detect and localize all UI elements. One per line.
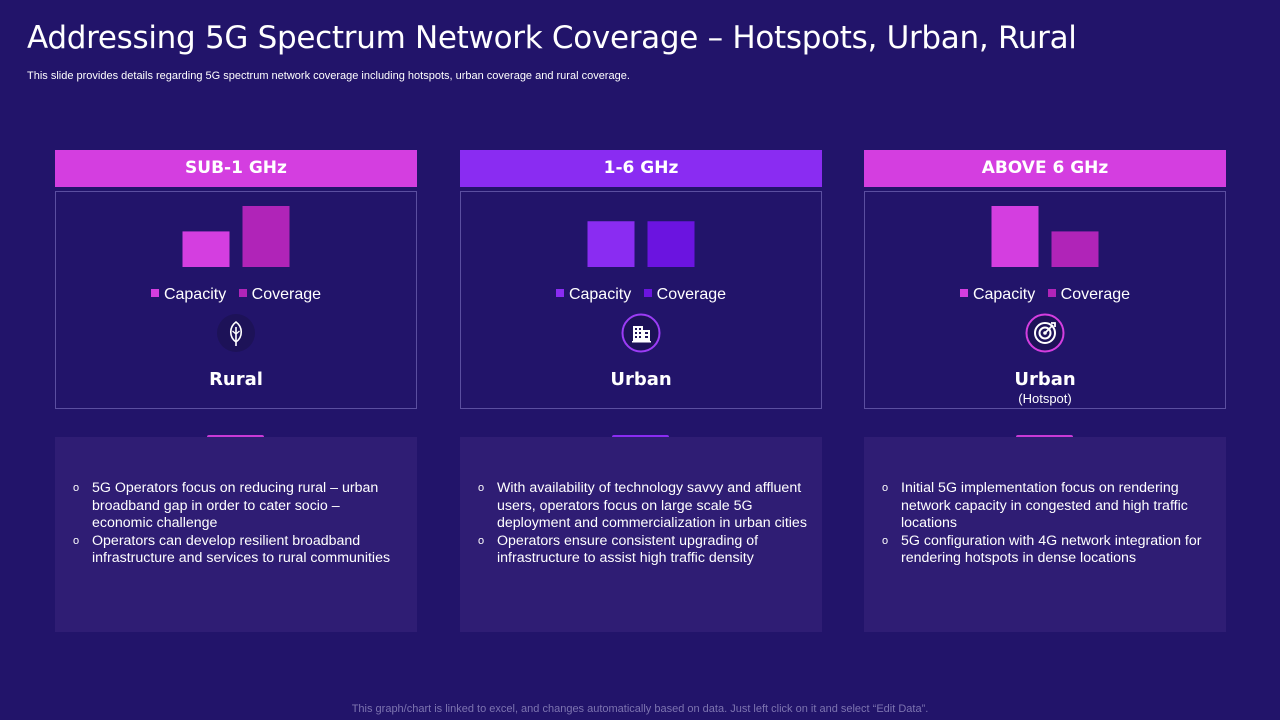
chart-legend: Capacity Coverage bbox=[865, 286, 1225, 304]
bullet-list: o With availability of technology savvy a… bbox=[460, 437, 822, 568]
bar-coverage[interactable] bbox=[647, 221, 695, 267]
page-title: Addressing 5G Spectrum Network Coverage … bbox=[27, 20, 1077, 56]
legend-item-coverage: Coverage bbox=[643, 286, 727, 304]
legend-item-coverage: Coverage bbox=[1047, 286, 1131, 304]
chart-panel: Capacity Coverage Urban (Hotspot) bbox=[864, 191, 1226, 409]
chart-panel: Capacity Coverage bbox=[460, 191, 822, 409]
bar-capacity[interactable] bbox=[587, 221, 635, 267]
chart-legend: Capacity Coverage bbox=[461, 286, 821, 304]
chart-legend: Capacity Coverage bbox=[56, 286, 416, 304]
building-icon bbox=[621, 313, 661, 353]
legend-label: Coverage bbox=[251, 286, 322, 303]
location-sublabel: (Hotspot) bbox=[1018, 391, 1072, 406]
column-sub1ghz: SUB-1 GHz Capacity Coverage Rural bbox=[55, 150, 417, 409]
chart-panel: Capacity Coverage Rural bbox=[55, 191, 417, 409]
bar-chart[interactable] bbox=[56, 192, 416, 272]
footer-note: This graph/chart is linked to excel, and… bbox=[351, 703, 929, 715]
bullet-item: o With availability of technology savvy a… bbox=[478, 480, 807, 532]
bullet-icon: o bbox=[478, 534, 485, 547]
bar-chart[interactable] bbox=[865, 192, 1225, 272]
legend-label: Coverage bbox=[1060, 286, 1131, 303]
legend-item-coverage: Coverage bbox=[238, 286, 322, 304]
legend-swatch bbox=[150, 289, 159, 297]
column-header: 1-6 GHz bbox=[460, 150, 822, 187]
legend-label: Coverage bbox=[656, 286, 727, 303]
legend-item-capacity: Capacity bbox=[959, 286, 1036, 304]
bullet-item: o Operators can develop resilient broadba… bbox=[73, 532, 391, 567]
bullet-item: o Initial 5G implementation focus on rend… bbox=[882, 480, 1188, 532]
leaf-icon bbox=[216, 313, 256, 353]
column-header: ABOVE 6 GHz bbox=[864, 150, 1226, 187]
bullet-icon: o bbox=[73, 482, 80, 494]
bullet-icon: o bbox=[478, 482, 485, 494]
legend-label: Capacity bbox=[163, 286, 227, 303]
location-label: Urban bbox=[1014, 369, 1076, 390]
location-label: Urban bbox=[610, 369, 672, 390]
description-panel-urban: o With availability of technology savvy a… bbox=[460, 437, 822, 632]
legend-item-capacity: Capacity bbox=[150, 286, 227, 304]
legend-item-capacity: Capacity bbox=[555, 286, 632, 304]
description-panel-hotspot: o Initial 5G implementation focus on rend… bbox=[864, 437, 1226, 632]
description-panel-rural: o 5G Operators focus on reducing rural – … bbox=[55, 437, 417, 632]
bullet-icon: o bbox=[882, 482, 889, 494]
bar-capacity[interactable] bbox=[182, 231, 230, 267]
bullet-list: o Initial 5G implementation focus on rend… bbox=[864, 437, 1226, 568]
bullet-item: o 5G Operators focus on reducing rural – … bbox=[73, 480, 379, 532]
bar-coverage[interactable] bbox=[242, 206, 290, 267]
bar-capacity[interactable] bbox=[991, 206, 1039, 267]
legend-swatch bbox=[238, 289, 247, 297]
legend-label: Capacity bbox=[568, 286, 632, 303]
bullet-list: o 5G Operators focus on reducing rural – … bbox=[55, 437, 417, 568]
bar-chart[interactable] bbox=[461, 192, 821, 272]
column-header: SUB-1 GHz bbox=[55, 150, 417, 187]
bullet-item: o Operators ensure consistent upgrading o… bbox=[478, 532, 759, 567]
legend-label: Capacity bbox=[972, 286, 1036, 303]
bullet-item: o 5G configuration with 4G network integr… bbox=[882, 532, 1202, 567]
column-1-6ghz: 1-6 GHz Capacity Coverage bbox=[460, 150, 822, 409]
column-above6ghz: ABOVE 6 GHz Capacity Coverage Urban (Hot… bbox=[864, 150, 1226, 409]
legend-swatch bbox=[643, 289, 652, 297]
bullet-icon: o bbox=[73, 534, 80, 547]
legend-swatch bbox=[555, 289, 564, 297]
bar-coverage[interactable] bbox=[1051, 231, 1099, 267]
legend-swatch bbox=[1047, 289, 1056, 297]
location-label: Rural bbox=[209, 369, 263, 390]
legend-swatch bbox=[959, 289, 968, 297]
target-icon bbox=[1025, 313, 1065, 353]
page-subtitle: This slide provides details regarding 5G… bbox=[27, 70, 630, 82]
bullet-icon: o bbox=[882, 534, 889, 547]
